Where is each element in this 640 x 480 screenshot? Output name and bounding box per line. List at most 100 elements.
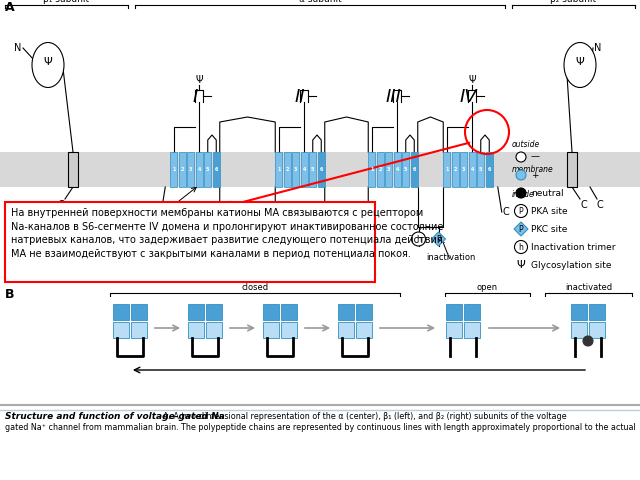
Ellipse shape (32, 43, 64, 87)
Bar (403, 152, 409, 187)
Bar (338, 304, 354, 320)
Bar (377, 152, 384, 187)
Text: P: P (344, 265, 349, 275)
Text: P: P (518, 225, 524, 233)
Text: —: — (531, 153, 540, 161)
Circle shape (516, 188, 526, 198)
Circle shape (339, 263, 353, 277)
Text: Voltage
sensing
S4 transmembrane
segment: Voltage sensing S4 transmembrane segment (116, 218, 184, 245)
Circle shape (515, 204, 527, 217)
Bar (356, 304, 372, 320)
Text: 4: 4 (303, 167, 306, 172)
Bar (0, 152, 640, 187)
Text: 1: 1 (277, 167, 280, 172)
Bar (394, 152, 401, 187)
Bar (385, 152, 392, 187)
Bar (464, 322, 480, 338)
Bar (206, 304, 222, 320)
Text: 3: 3 (387, 167, 390, 172)
Bar (281, 304, 297, 320)
Bar (5, 202, 375, 282)
Bar (486, 152, 493, 187)
Text: II: II (295, 88, 305, 106)
Text: 4: 4 (396, 167, 399, 172)
Text: 4: 4 (198, 167, 201, 172)
Text: Glycosylation site: Glycosylation site (531, 261, 611, 269)
Text: open: open (477, 283, 498, 292)
Bar (477, 152, 484, 187)
Text: gated Na⁺ channel from mammalian brain. The polypeptide chains are represented b: gated Na⁺ channel from mammalian brain. … (5, 423, 636, 432)
Text: A: A (5, 1, 15, 14)
Text: 5: 5 (311, 167, 314, 172)
Text: Structure and function of voltage-gated Na: Structure and function of voltage-gated … (5, 412, 225, 421)
Bar (263, 304, 279, 320)
Text: closed: closed (241, 283, 269, 292)
Bar (446, 304, 462, 320)
Bar (368, 152, 375, 187)
Text: P: P (245, 245, 250, 254)
Circle shape (412, 232, 426, 246)
Text: α subunit: α subunit (299, 0, 341, 4)
Circle shape (583, 336, 593, 346)
Bar (446, 322, 462, 338)
Bar (571, 304, 587, 320)
Text: C: C (596, 200, 604, 210)
Text: B: B (5, 288, 15, 301)
Circle shape (516, 170, 526, 180)
Text: C: C (502, 207, 509, 217)
Bar (131, 304, 147, 320)
Bar (317, 152, 324, 187)
Text: 3: 3 (189, 167, 193, 172)
Bar (571, 322, 587, 338)
Text: 4: 4 (470, 167, 474, 172)
Text: inactivation: inactivation (426, 252, 475, 262)
Text: 6: 6 (319, 167, 323, 172)
Bar (113, 322, 129, 338)
Text: 6: 6 (413, 167, 416, 172)
Text: 5: 5 (404, 167, 408, 172)
Text: На внутренней поверхности мембраны катионы МА связываются с рецептором
Na-канало: На внутренней поверхности мембраны катио… (11, 208, 445, 259)
Bar (292, 152, 300, 187)
Text: 1: 1 (445, 167, 449, 172)
Text: inactivated: inactivated (565, 283, 612, 292)
Text: 1: 1 (370, 167, 373, 172)
Text: 3: 3 (462, 167, 465, 172)
Circle shape (515, 240, 527, 253)
Text: Ψ: Ψ (516, 260, 525, 270)
Bar (263, 322, 279, 338)
Text: P: P (436, 235, 441, 243)
Bar (284, 152, 291, 187)
Bar (206, 322, 222, 338)
Text: PKC site: PKC site (531, 225, 568, 233)
Text: 2: 2 (285, 167, 289, 172)
Text: 5: 5 (206, 167, 209, 172)
Bar (68, 152, 78, 187)
Text: neutral: neutral (531, 189, 564, 197)
Text: membrane: membrane (512, 165, 554, 174)
Bar (301, 152, 308, 187)
Circle shape (516, 152, 526, 162)
Bar (204, 152, 211, 187)
Text: h: h (518, 242, 524, 252)
Text: N: N (14, 43, 22, 53)
Text: IV: IV (459, 88, 477, 106)
Text: C: C (58, 200, 65, 210)
Text: 6: 6 (214, 167, 218, 172)
Text: N: N (595, 43, 602, 53)
Text: β₁ subunit: β₁ subunit (44, 0, 90, 4)
Circle shape (241, 243, 255, 257)
Bar (567, 152, 577, 187)
Text: I: I (193, 88, 198, 106)
Bar (411, 152, 418, 187)
Bar (281, 322, 297, 338)
Bar (338, 322, 354, 338)
Bar (589, 304, 605, 320)
Bar (464, 304, 480, 320)
Text: h: h (416, 235, 421, 243)
Bar (468, 152, 476, 187)
Text: inside: inside (512, 190, 535, 199)
Text: 5: 5 (479, 167, 483, 172)
Text: outside: outside (512, 140, 540, 149)
Bar (196, 152, 203, 187)
Bar (356, 322, 372, 338)
